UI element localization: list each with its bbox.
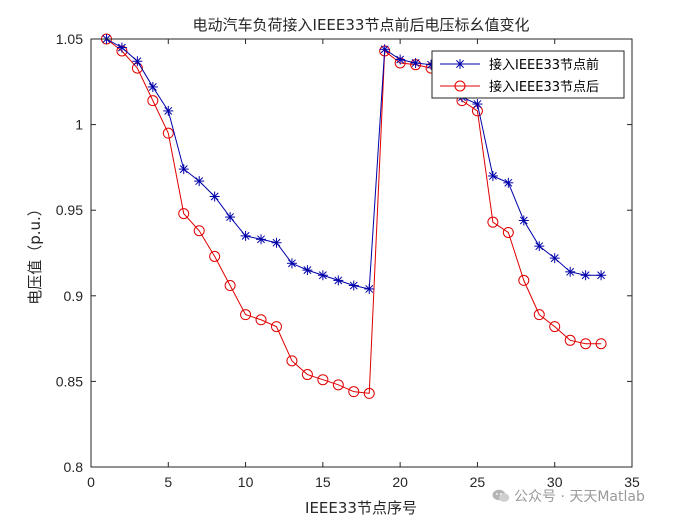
data-point xyxy=(395,54,406,65)
data-point xyxy=(549,253,560,264)
x-tick-label: 15 xyxy=(315,474,331,490)
x-axis-title: IEEE33节点序号 xyxy=(305,499,417,517)
x-tick-label: 10 xyxy=(238,474,254,490)
legend-marker xyxy=(455,59,465,69)
data-point xyxy=(271,237,282,248)
y-tick-label: 1.05 xyxy=(56,31,83,47)
x-tick-label: 30 xyxy=(547,474,563,490)
data-point xyxy=(302,265,313,276)
y-axis: 0.8 0.85 0.9 0.95 1 1.05 xyxy=(56,31,632,475)
data-point xyxy=(549,321,561,333)
y-tick-label: 0.8 xyxy=(64,459,84,475)
data-point xyxy=(564,334,576,346)
x-tick-label: 5 xyxy=(164,474,172,490)
data-point xyxy=(317,270,328,281)
data-point xyxy=(580,338,592,350)
data-point xyxy=(348,386,360,398)
x-tick-label: 20 xyxy=(392,474,408,490)
data-point xyxy=(116,42,127,53)
data-point xyxy=(286,258,297,269)
legend-box xyxy=(431,50,625,99)
x-tick-label: 35 xyxy=(624,474,640,490)
chart-title: 电动汽车负荷接入IEEE33节点前后电压标幺值变化 xyxy=(193,16,530,34)
data-point xyxy=(162,127,174,139)
data-point xyxy=(256,234,267,245)
data-point xyxy=(209,250,221,262)
data-point xyxy=(193,225,205,237)
data-point xyxy=(270,321,282,333)
data-point xyxy=(147,81,158,92)
data-point xyxy=(348,280,359,291)
data-point xyxy=(301,369,313,381)
data-point xyxy=(240,230,251,241)
watermark: 公众号 · 天天Matlab xyxy=(492,486,645,506)
data-point xyxy=(534,241,545,252)
data-point xyxy=(194,176,205,187)
data-point xyxy=(317,374,329,386)
data-point xyxy=(518,274,530,286)
x-axis: 0 5 10 15 20 25 30 35 xyxy=(87,39,640,490)
y-axis-title: 电压值（p.u.） xyxy=(26,201,44,305)
watermark-text: 公众号 · 天天Matlab xyxy=(514,489,645,505)
legend-label: 接入IEEE33节点前 xyxy=(489,57,599,73)
data-point xyxy=(132,56,143,67)
data-point xyxy=(178,164,189,175)
data-point xyxy=(240,309,252,321)
data-point xyxy=(487,170,498,181)
data-point xyxy=(595,338,607,350)
data-point xyxy=(163,105,174,116)
data-point xyxy=(225,212,236,223)
data-point xyxy=(224,280,236,292)
data-point xyxy=(596,270,607,281)
data-point xyxy=(255,314,267,326)
x-tick-label: 25 xyxy=(470,474,486,490)
y-tick-label: 0.85 xyxy=(56,373,83,389)
legend-marker xyxy=(454,80,466,92)
series-after xyxy=(100,33,607,399)
data-point xyxy=(533,309,545,321)
data-point xyxy=(178,208,190,220)
data-point xyxy=(580,270,591,281)
data-point xyxy=(209,191,220,202)
data-point xyxy=(332,379,344,391)
axes-box xyxy=(90,38,633,468)
data-point xyxy=(286,355,298,367)
legend-entry: 接入IEEE33节点后 xyxy=(440,79,599,95)
legend-label: 接入IEEE33节点后 xyxy=(489,79,599,95)
data-point xyxy=(147,95,159,107)
wechat-icon xyxy=(492,489,510,502)
x-tick-label: 0 xyxy=(87,474,95,490)
data-point xyxy=(487,216,499,228)
plot-background xyxy=(91,39,632,467)
y-tick-label: 1 xyxy=(75,117,83,133)
series-line xyxy=(106,38,602,394)
data-point xyxy=(503,177,514,188)
data-point xyxy=(565,266,576,277)
data-point xyxy=(472,99,483,110)
data-point xyxy=(502,226,514,238)
data-point xyxy=(379,44,390,55)
y-tick-label: 0.95 xyxy=(56,202,83,218)
legend-entry: 接入IEEE33节点前 xyxy=(440,57,599,73)
data-point xyxy=(410,57,421,68)
y-tick-label: 0.9 xyxy=(64,288,84,304)
data-point xyxy=(333,275,344,286)
data-point xyxy=(518,215,529,226)
data-point xyxy=(363,387,375,399)
data-point xyxy=(364,283,375,294)
